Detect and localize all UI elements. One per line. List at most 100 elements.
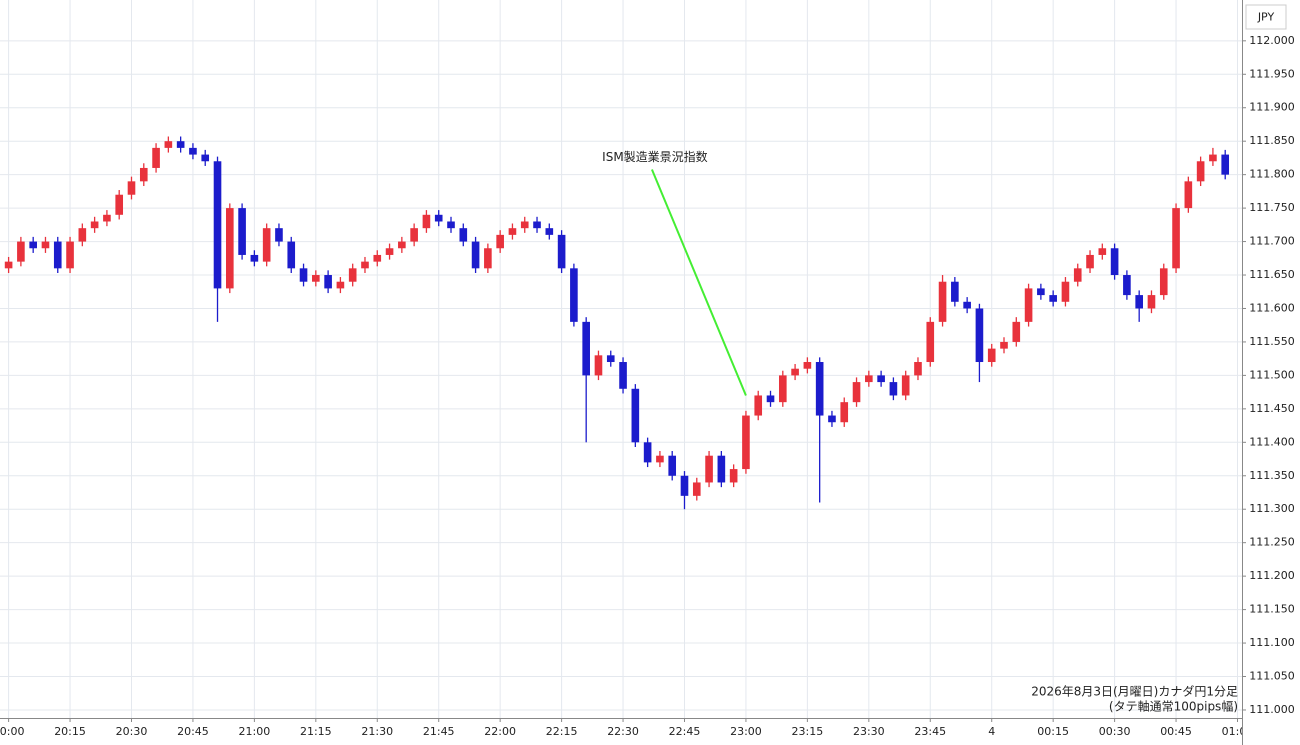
candle-body <box>1073 268 1082 282</box>
y-tick-label: 111.750 <box>1249 201 1295 214</box>
x-tick-label: 22:15 <box>546 725 578 738</box>
candle-body <box>828 415 836 423</box>
candle-body <box>729 469 738 483</box>
candle-body <box>1184 181 1193 209</box>
candle-body <box>1135 295 1143 309</box>
x-tick-label: 00:30 <box>1099 725 1131 738</box>
candle-body <box>631 388 640 443</box>
candle-body <box>606 355 615 363</box>
candle-body <box>213 161 222 289</box>
candle-body <box>398 241 406 249</box>
candle-body <box>926 321 935 363</box>
x-tick-label: 00:45 <box>1160 725 1192 738</box>
candle-body <box>1012 321 1021 342</box>
x-tick-label: 20:30 <box>116 725 148 738</box>
x-tick-label: 23:30 <box>853 725 885 738</box>
y-tick-label: 111.950 <box>1249 67 1295 80</box>
candle-body <box>275 228 283 242</box>
candle-body <box>877 375 885 383</box>
candle-body <box>299 268 308 282</box>
x-tick-label: 21:45 <box>423 725 455 738</box>
y-tick-label: 111.850 <box>1249 134 1295 147</box>
candle-body <box>545 228 554 235</box>
x-tick-label: 20:00 <box>0 725 24 738</box>
candle-body <box>434 214 443 222</box>
candle-body <box>520 221 529 229</box>
candle-body <box>1147 295 1156 309</box>
candle-body <box>496 234 504 249</box>
candle-body <box>815 362 824 416</box>
candle-body <box>348 268 357 282</box>
candle-body <box>115 194 124 215</box>
y-tick-label: 112.000 <box>1249 34 1295 47</box>
y-tick-label: 111.800 <box>1249 168 1295 181</box>
y-tick-label: 111.500 <box>1249 368 1295 381</box>
candle-body <box>250 254 259 262</box>
candle-body <box>78 228 87 242</box>
candle-body <box>53 241 62 269</box>
x-tick-label: 23:00 <box>730 725 762 738</box>
candle-body <box>951 281 959 302</box>
candle-body <box>852 382 861 403</box>
x-tick-label: 22:30 <box>607 725 639 738</box>
candle-body <box>336 281 345 289</box>
candle-body <box>570 268 578 322</box>
y-tick-label: 111.050 <box>1249 670 1295 683</box>
y-tick-label: 111.250 <box>1249 536 1295 549</box>
candle-body <box>1024 288 1033 322</box>
candle-body <box>533 221 541 229</box>
annotations: ISM製造業景況指数 <box>602 149 747 396</box>
candle-body <box>410 228 418 242</box>
candle-body <box>189 147 197 155</box>
grid <box>0 0 1242 718</box>
candle-body <box>103 214 111 222</box>
candle-body <box>508 228 517 235</box>
candle-body <box>385 248 394 255</box>
candle-body <box>742 415 750 470</box>
candle-body <box>201 154 210 162</box>
currency-label: JPY <box>1257 11 1275 24</box>
x-tick-label: 20:15 <box>54 725 86 738</box>
candle-body <box>594 355 603 376</box>
x-tick-label: 4 <box>988 725 995 738</box>
currency-box <box>1245 4 1287 30</box>
y-tick-label: 111.000 <box>1249 703 1295 716</box>
candle-body <box>1086 254 1094 269</box>
candle-body <box>938 281 947 322</box>
candle-body <box>803 362 812 369</box>
candle-body <box>582 321 590 376</box>
candle-body <box>987 348 996 363</box>
y-tick-label: 111.200 <box>1249 569 1295 582</box>
candle-body <box>1049 295 1057 302</box>
candle-body <box>557 234 566 269</box>
candle-body <box>766 395 775 403</box>
y-tick-label: 111.450 <box>1249 402 1295 415</box>
x-tick-label: 20:45 <box>177 725 209 738</box>
annotation-line <box>651 169 747 396</box>
candle-body <box>975 308 984 363</box>
candle-body <box>643 442 652 463</box>
candle-body <box>238 208 246 255</box>
candle-body <box>164 141 173 148</box>
candle-body <box>471 241 480 269</box>
y-tick-label: 111.300 <box>1249 502 1295 515</box>
x-tick-label: 00:15 <box>1037 725 1069 738</box>
footer-subtitle: (タテ軸通常100pips幅) <box>1109 699 1238 714</box>
candle-body <box>668 455 677 476</box>
candle-body <box>139 167 148 182</box>
candle-body <box>225 208 234 289</box>
candle-body <box>373 254 382 262</box>
candle-body <box>361 261 369 269</box>
candle-body <box>1221 154 1230 175</box>
candle-body <box>963 301 971 309</box>
x-tick-label: 21:00 <box>239 725 271 738</box>
candle-body <box>1196 161 1205 182</box>
candle-body <box>754 395 763 416</box>
candle-body <box>656 455 664 463</box>
candle-body <box>705 455 713 483</box>
candle-body <box>459 228 468 242</box>
candle-body <box>840 402 849 423</box>
y-axis: 111.000 111.050 111.100 111.150 111.200 111.2… <box>1242 34 1295 716</box>
x-tick-label: 22:00 <box>484 725 516 738</box>
